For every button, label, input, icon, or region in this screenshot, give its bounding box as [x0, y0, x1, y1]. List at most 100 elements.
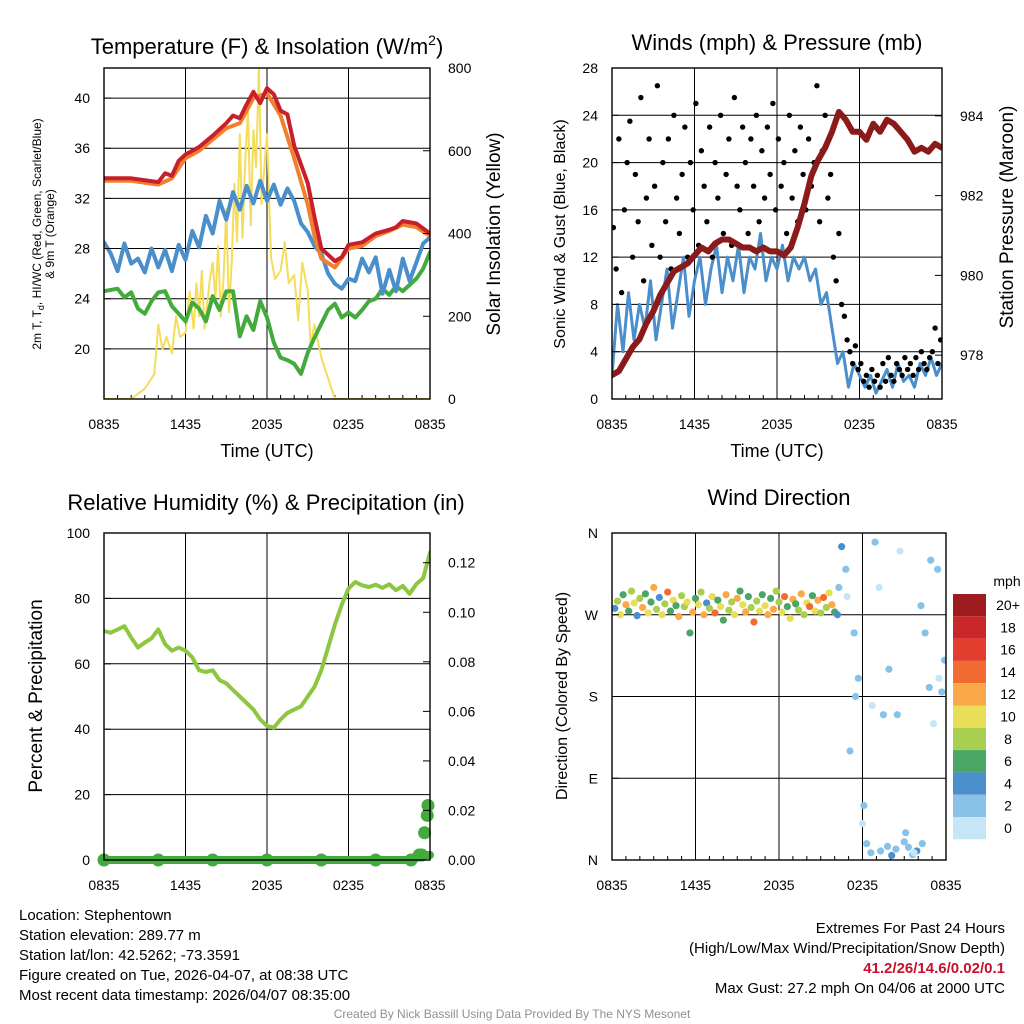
- plot-border: [103, 532, 431, 861]
- colorbar-swatch: [953, 705, 986, 728]
- gust-point: [627, 118, 633, 124]
- gust-point: [816, 218, 823, 225]
- gust-point: [781, 159, 787, 166]
- gust-point: [723, 171, 729, 178]
- gust-point: [893, 360, 900, 367]
- gust-point: [910, 372, 916, 379]
- direction-point: [761, 602, 769, 610]
- x-tick-label: 0235: [844, 416, 875, 432]
- direction-point: [627, 587, 636, 595]
- gust-point: [616, 136, 622, 142]
- direction-point: [650, 583, 658, 592]
- y-right-tick-label: 0.12: [448, 555, 475, 571]
- station-pressure-line: [612, 108, 942, 379]
- gust-point: [618, 289, 625, 296]
- station-location: Location: Stephentown: [19, 907, 172, 924]
- 9m-t-line: [104, 91, 430, 270]
- direction-point: [842, 565, 850, 573]
- direction-point: [794, 606, 803, 614]
- max-gust: Max Gust: 27.2 mph On 04/06 at 2000 UTC: [714, 980, 1005, 997]
- x-tick-label: 2035: [251, 416, 282, 432]
- gust-point: [929, 349, 936, 355]
- gust-point: [638, 94, 644, 101]
- y-right-tick-label: 0.00: [448, 852, 475, 868]
- colorbar-label: 10: [1000, 709, 1016, 725]
- direction-point: [722, 591, 730, 599]
- direction-point: [938, 688, 946, 696]
- gust-point: [745, 230, 751, 237]
- y-tick-label: 0: [590, 391, 598, 407]
- direction-point: [917, 602, 925, 610]
- y-right-tick-label: 400: [448, 226, 472, 242]
- y-right-tick-label: 600: [448, 143, 472, 159]
- gust-point: [838, 301, 845, 308]
- wind-chill-line: [104, 178, 430, 296]
- gust-point: [907, 360, 914, 367]
- y-right-tick-label: 982: [960, 188, 984, 204]
- gust-point: [706, 124, 713, 130]
- x-tick-label: 1435: [170, 416, 201, 432]
- gust-point: [649, 242, 655, 249]
- direction-point: [747, 603, 755, 612]
- x-tick-label: 1435: [679, 416, 710, 432]
- direction-point: [700, 611, 708, 619]
- direction-point: [867, 849, 875, 857]
- direction-point: [744, 592, 752, 601]
- colorbar-swatch: [953, 772, 986, 795]
- gust-point: [924, 366, 930, 373]
- x-tick-label: 0835: [414, 416, 445, 432]
- y-tick-label: 40: [74, 721, 90, 737]
- direction-point: [900, 838, 908, 846]
- x-tick-label: 0835: [930, 877, 961, 893]
- gust-point: [841, 313, 848, 319]
- gust-point: [772, 207, 779, 213]
- y-tick-label: E: [589, 770, 598, 786]
- direction-point: [705, 604, 714, 612]
- colorbar-label: 16: [1000, 642, 1016, 658]
- colorbar-label: 20+: [996, 597, 1020, 613]
- direction-point: [875, 583, 883, 592]
- y-axis-label-left: 2m T, Td, HI/WC (Red, Green, Scarlet/Blu…: [30, 118, 46, 349]
- station-info: Location: Stephentown Station elevation:…: [19, 906, 350, 1006]
- colorbar-label: 2: [1004, 798, 1012, 814]
- gust-point: [830, 254, 837, 260]
- precipitation-point: [421, 799, 435, 812]
- direction-point: [683, 598, 691, 606]
- gust-point: [624, 159, 630, 166]
- direction-point: [758, 591, 766, 599]
- x-tick-label: 2035: [251, 877, 282, 893]
- direction-point: [658, 611, 666, 619]
- gust-point: [770, 100, 776, 107]
- y-tick-label: N: [588, 852, 598, 868]
- direction-point: [843, 592, 851, 601]
- direction-point: [655, 593, 663, 602]
- gust-point: [778, 183, 784, 189]
- direction-point: [918, 840, 926, 848]
- gust-point: [849, 360, 856, 367]
- figure-created: Figure created on Tue, 2026-04-07, at 08…: [19, 967, 349, 984]
- gust-point: [753, 112, 760, 118]
- gust-point: [863, 372, 870, 379]
- x-axis-label: Time (UTC): [220, 441, 313, 461]
- chart-title: Wind Direction: [707, 485, 850, 510]
- colorbar-swatch: [953, 683, 986, 706]
- gust-point: [635, 218, 641, 225]
- y-tick-label: 4: [590, 344, 598, 360]
- direction-point: [934, 565, 942, 573]
- temperature-insolation-panel: 0835 1435 2035 0235 083520242832364002004006…: [30, 32, 505, 461]
- gust-point: [629, 254, 636, 260]
- y-tick-label: 80: [74, 590, 90, 606]
- y-axis-label-right: Station Pressure (Maroon): [997, 106, 1018, 329]
- gust-point: [660, 159, 666, 166]
- gust-point: [858, 360, 864, 367]
- gust-point: [717, 112, 724, 118]
- gust-point: [937, 337, 942, 343]
- gust-point: [734, 183, 740, 189]
- direction-point: [876, 847, 885, 855]
- x-tick-label: 0835: [414, 877, 445, 893]
- gust-point: [847, 349, 853, 355]
- direction-point: [716, 602, 725, 611]
- gust-point: [836, 230, 842, 237]
- direction-point: [879, 711, 887, 719]
